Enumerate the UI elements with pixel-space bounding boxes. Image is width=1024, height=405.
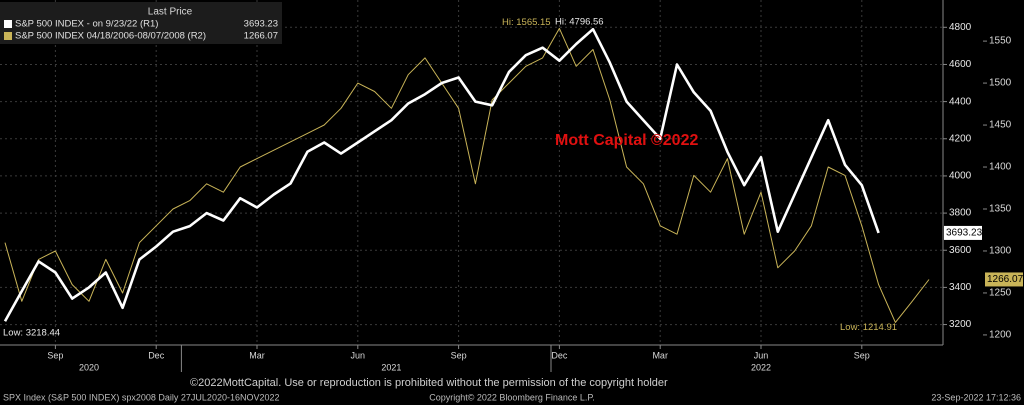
x-tick-label: Sep [451, 350, 467, 360]
y2-tick-label: 1500 [989, 78, 1012, 89]
x-tick-label: Sep [854, 350, 870, 360]
x-tick-label: Sep [47, 350, 63, 360]
annotation-label: Low: 3218.44 [3, 328, 60, 339]
x-tick-label: Jun [754, 350, 769, 360]
legend-value: 3693.23 [244, 19, 278, 30]
y-tick-label: 3200 [949, 319, 972, 330]
y-tick-label: 3400 [949, 282, 972, 293]
last-price-box [944, 225, 982, 240]
y2-tick-label: 1450 [989, 120, 1012, 131]
legend-swatch [4, 32, 12, 40]
watermark: Mott Capital ©2022 [555, 132, 698, 149]
x-group-label: 2022 [751, 362, 771, 372]
y2-tick-label: 1250 [989, 288, 1012, 299]
legend-label: S&P 500 INDEX - on 9/23/22 (R1) [15, 19, 158, 30]
last-price-label: 3693.23 [946, 228, 983, 239]
y-tick-label: 4200 [949, 133, 972, 144]
y-tick-label: 4400 [949, 96, 972, 107]
y2-tick-label: 1400 [989, 162, 1012, 173]
copyright-notice: ©2022MottCapital. Use or reproduction is… [190, 377, 668, 389]
legend-value: 1266.07 [244, 31, 278, 42]
y2-tick-label: 1350 [989, 204, 1012, 215]
annotation-label: Hi: 1565.15 [502, 17, 551, 28]
y-tick-label: 4600 [949, 59, 972, 70]
series-line [3, 27, 880, 322]
y2-tick-label: 1200 [989, 330, 1012, 341]
last-price-label: 1266.07 [987, 274, 1024, 285]
footer-left: SPX Index (S&P 500 INDEX) spx2008 Daily … [3, 392, 280, 402]
legend-label: S&P 500 INDEX 04/18/2006-08/07/2008 (R2) [15, 31, 206, 42]
annotation-label: Low: 1214.91 [840, 322, 897, 333]
plot-lines [3, 27, 930, 323]
x-tick-label: Mar [249, 350, 265, 360]
x-tick-label: Dec [551, 350, 568, 360]
y-tick-label: 4800 [949, 22, 972, 33]
footer-center: Copyright© 2022 Bloomberg Finance L.P. [429, 392, 595, 402]
last-price-box [985, 272, 1023, 287]
annotation-label: Hi: 4796.56 [555, 16, 604, 27]
series-line [4, 27, 930, 323]
legend-box [0, 2, 282, 44]
legend-title: Last Price [148, 7, 193, 18]
footer-right: 23-Sep-2022 17:12:36 [931, 392, 1021, 402]
y-tick-label: 4000 [949, 171, 972, 182]
y2-tick-label: 1550 [989, 36, 1012, 47]
x-tick-label: Dec [148, 350, 165, 360]
y-tick-label: 3800 [949, 208, 972, 219]
x-group-label: 2020 [79, 362, 99, 372]
y-tick-label: 3600 [949, 245, 972, 256]
x-tick-label: Mar [652, 350, 668, 360]
legend-swatch [4, 20, 12, 28]
x-group-label: 2021 [381, 362, 401, 372]
y2-tick-label: 1300 [989, 246, 1012, 257]
x-tick-label: Jun [351, 350, 366, 360]
